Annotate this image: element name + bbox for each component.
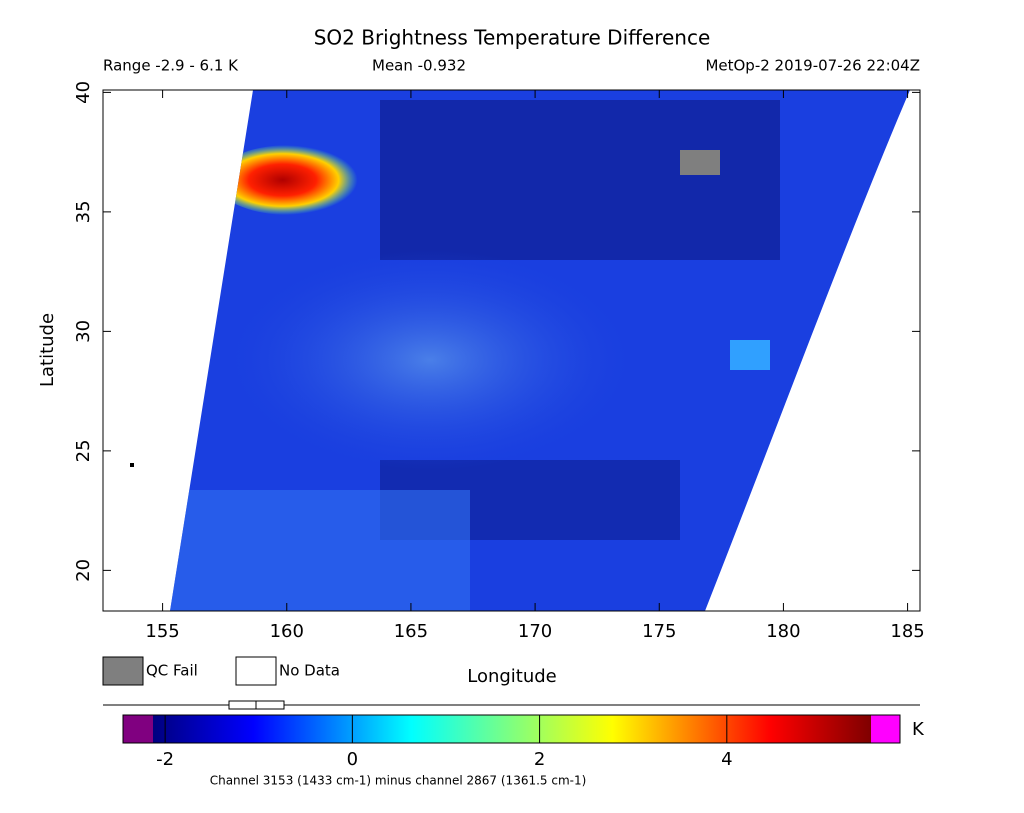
y-tick-label: 30 [73,320,94,343]
y-tick-label: 25 [73,439,94,462]
colorbar-tick-label: 2 [534,749,545,770]
legend-label: QC Fail [146,662,198,680]
legend-swatch [235,656,277,686]
colorbar-under [123,715,153,743]
x-tick-label: 185 [890,621,924,642]
swath [170,90,910,611]
colorbar-frame [122,714,901,744]
marker [130,463,134,467]
mean: Mean -0.932 [372,57,466,75]
x-tick-label: 170 [518,621,552,642]
x-tick-label: 155 [145,621,179,642]
range: Range -2.9 - 6.1 K [103,57,239,75]
x-tick-label: 180 [766,621,800,642]
legend-swatch [102,656,144,686]
colorbar-tick-label: 4 [721,749,732,770]
x-axis-label: Longitude [467,666,557,687]
x-tick-label: 165 [394,621,428,642]
title: SO2 Brightness Temperature Difference [314,26,711,50]
map-frame [102,89,921,612]
legend-label: No Data [279,662,340,680]
colorbar-tick-label: 0 [347,749,358,770]
x-tick-label: 160 [270,621,304,642]
y-tick-label: 35 [73,200,94,223]
colorbar-over [871,715,900,743]
y-tick-label: 20 [73,559,94,582]
x-tick-label: 175 [642,621,676,642]
caption: Channel 3153 (1433 cm-1) minus channel 2… [210,774,587,788]
colorbar-tick-label: -2 [156,749,174,770]
y-axis-label: Latitude [37,313,58,387]
source: MetOp-2 2019-07-26 22:04Z [705,57,920,75]
y-tick-label: 40 [73,81,94,104]
colorbar [153,715,871,743]
colorbar-unit: K [912,719,925,740]
